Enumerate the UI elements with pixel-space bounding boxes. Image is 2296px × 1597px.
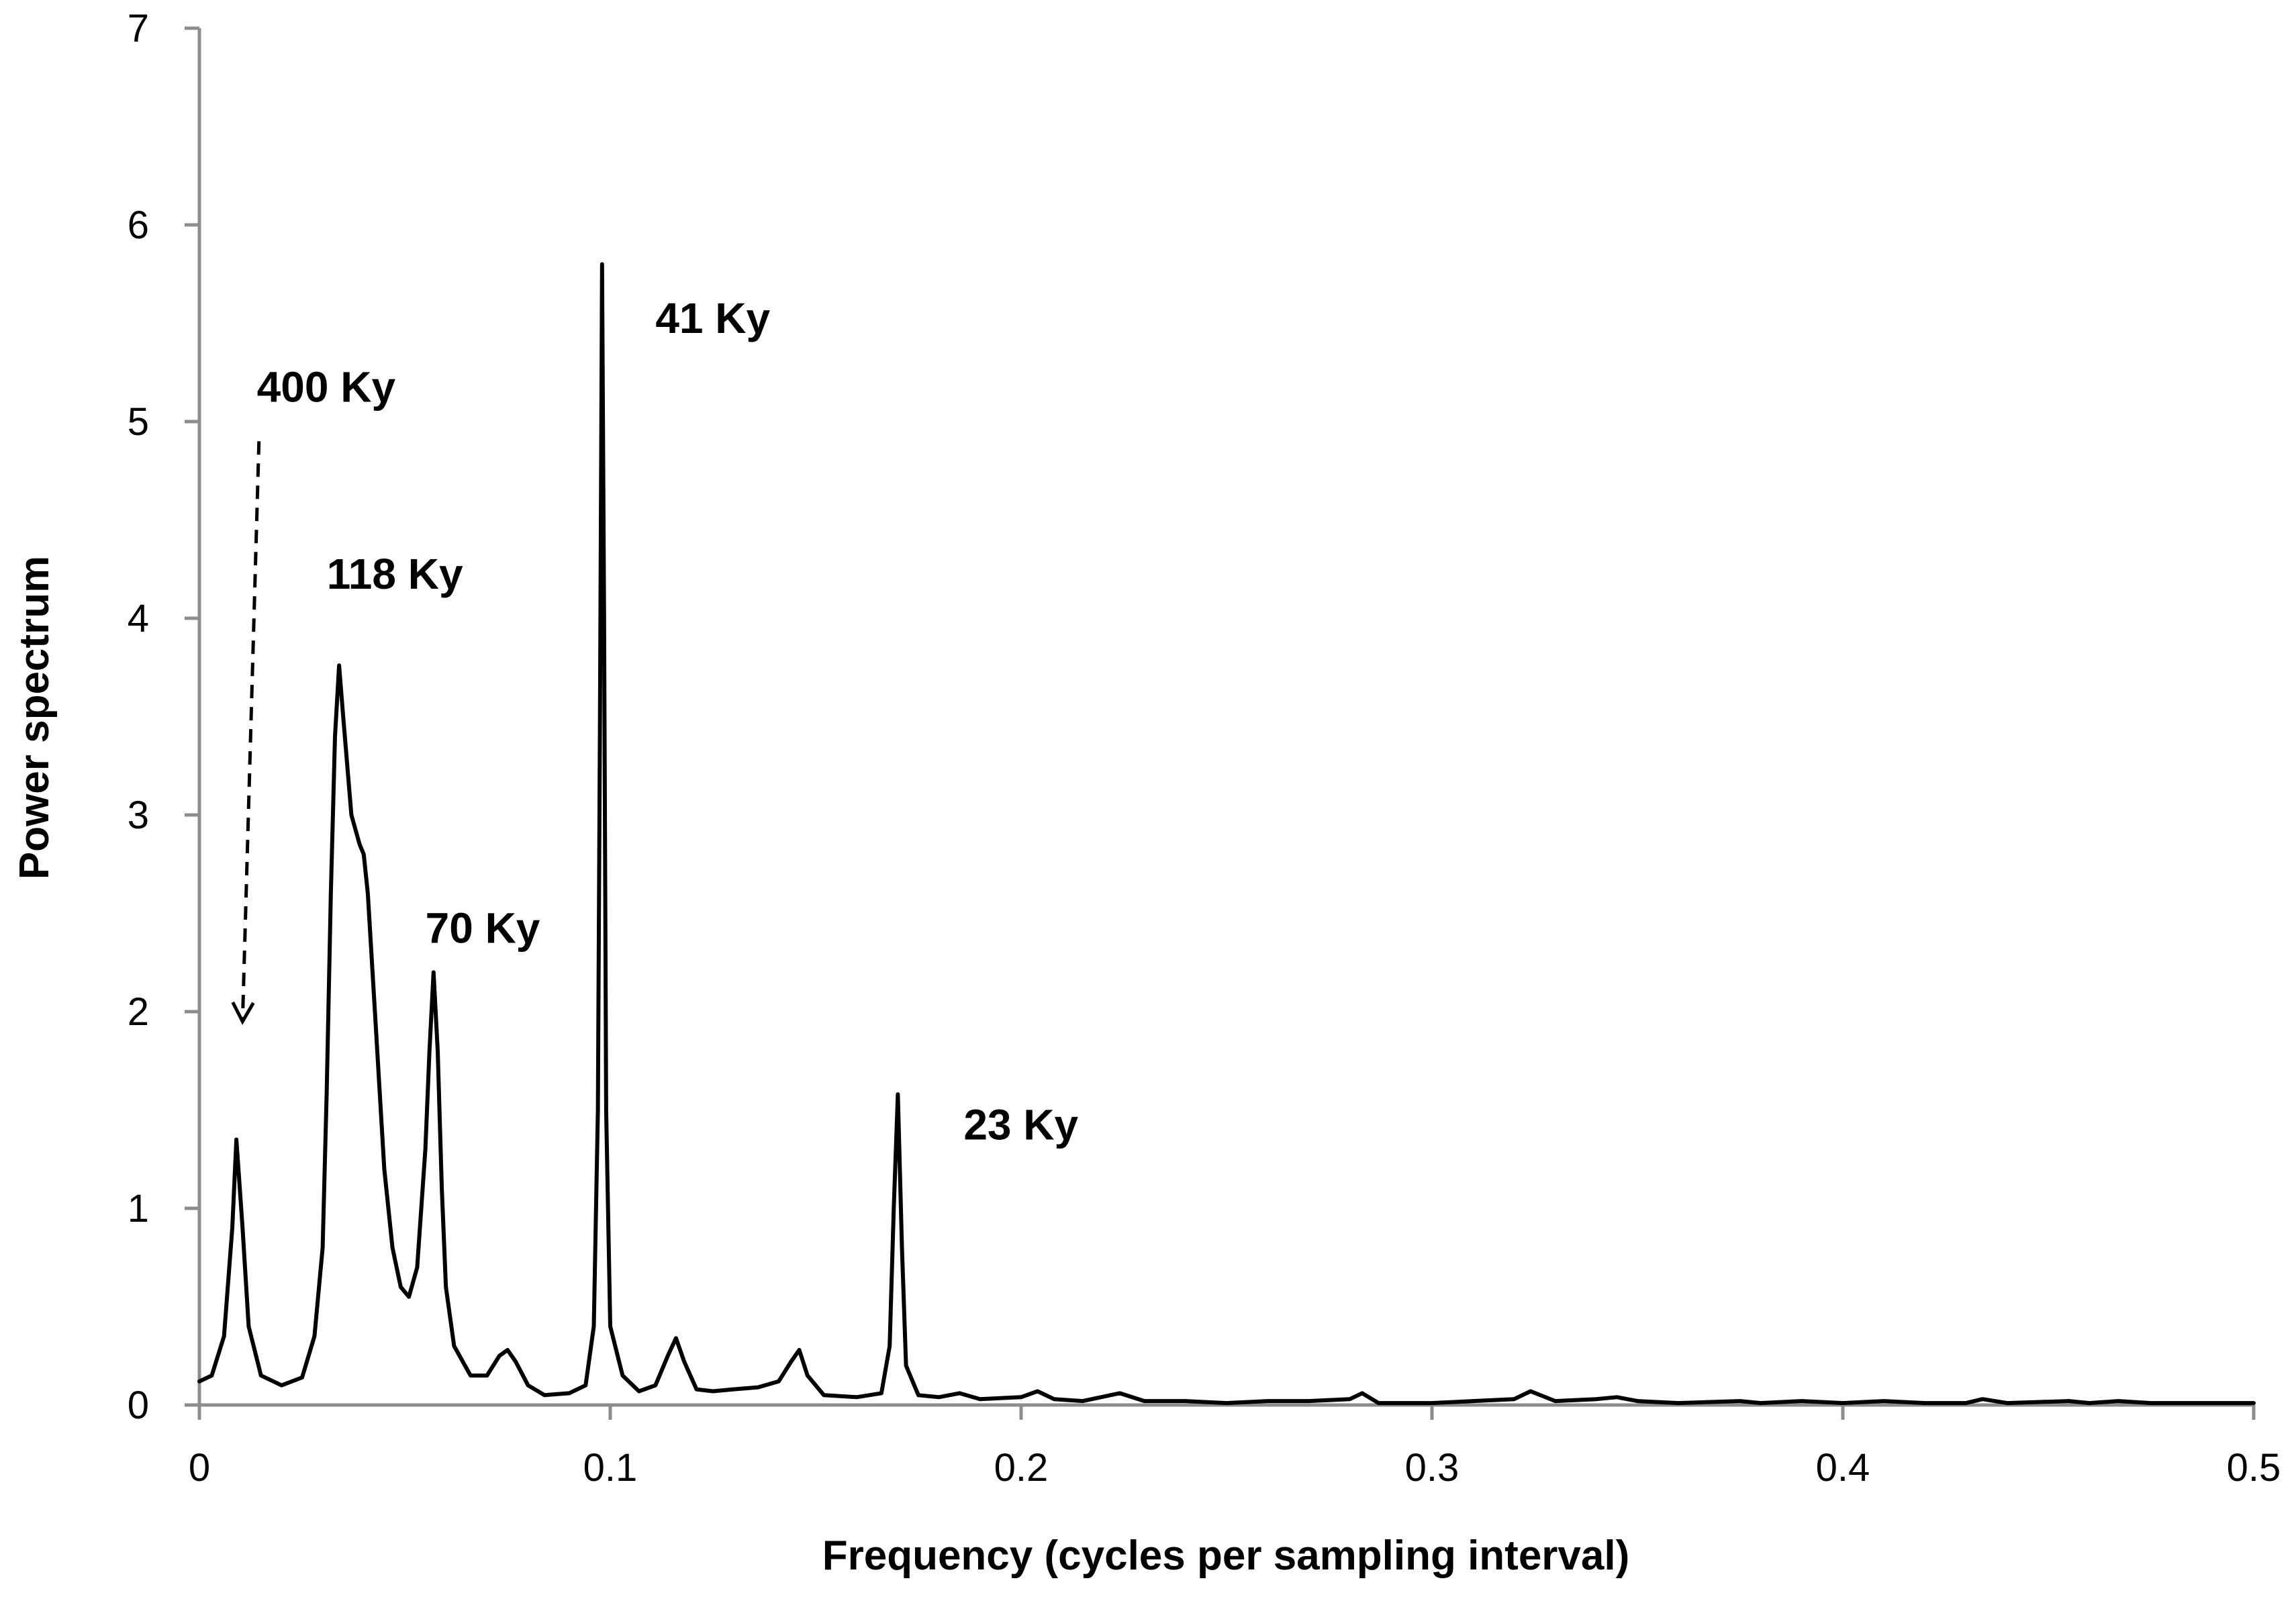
y-tick-label: 5 — [128, 400, 149, 444]
dashed-arrow-line — [240, 441, 261, 1022]
power-spectrum-line — [197, 262, 2256, 1406]
y-axis-title: Power spectrum — [11, 556, 58, 879]
x-axis: 0 0.1 0.2 0.3 0.4 0.5 — [189, 1405, 2281, 1490]
y-tick-label: 1 — [128, 1187, 149, 1230]
x-tick-label: 0.1 — [583, 1446, 638, 1490]
x-tick-label: 0.5 — [2227, 1446, 2281, 1490]
x-tick-label: 0.2 — [994, 1446, 1049, 1490]
plot-frame — [197, 28, 2254, 1407]
x-tick-label: 0 — [189, 1446, 210, 1490]
peak-label: 70 Ky — [426, 904, 540, 952]
peak-label: 400 Ky — [257, 363, 396, 412]
x-tick-label: 0.3 — [1405, 1446, 1460, 1490]
x-axis-title: Frequency (cycles per sampling interval) — [822, 1533, 1630, 1579]
series-layer — [197, 262, 2256, 1406]
y-axis: 0 1 2 3 4 5 6 7 — [128, 7, 199, 1427]
y-tick-label: 7 — [128, 7, 149, 50]
annotation-layer: 400 Ky 118 Ky 70 Ky 41 Ky 23 Ky — [231, 294, 1079, 1149]
y-tick-label: 0 — [128, 1384, 149, 1427]
y-tick-label: 3 — [128, 793, 149, 837]
peak-label: 23 Ky — [963, 1100, 1078, 1149]
y-tick-label: 6 — [128, 203, 149, 247]
arrow-head — [231, 1002, 255, 1025]
peak-label: 118 Ky — [327, 550, 463, 598]
y-tick-label: 4 — [128, 597, 149, 640]
x-tick-label: 0.4 — [1816, 1446, 1870, 1490]
peak-label: 41 Ky — [655, 294, 770, 342]
y-tick-label: 2 — [128, 990, 149, 1034]
